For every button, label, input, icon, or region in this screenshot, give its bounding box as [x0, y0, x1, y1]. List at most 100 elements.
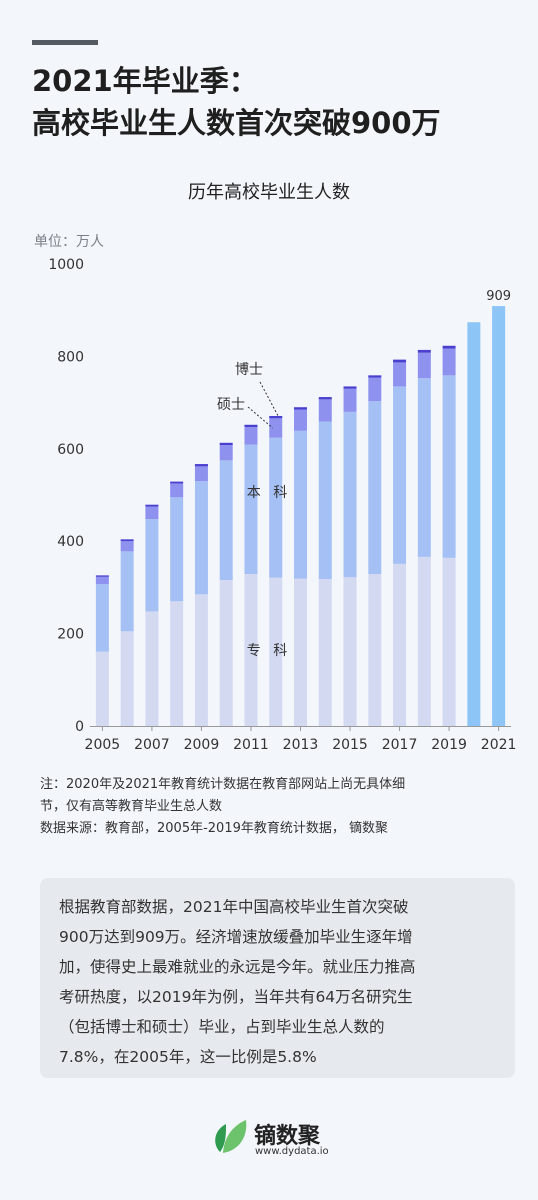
bar-segment [120, 539, 134, 542]
bar-segment [219, 580, 233, 726]
bar-segment [294, 407, 307, 410]
bar-segment [244, 424, 258, 428]
bar-segment [417, 556, 431, 726]
title-line-1: 2021年毕业季： [32, 64, 258, 98]
bar-segment [393, 359, 407, 363]
y-tick-label: 200 [57, 627, 84, 643]
bar-segment [318, 421, 332, 580]
bar-segment [467, 322, 481, 726]
bar-segment [120, 551, 134, 632]
y-tick-label: 600 [57, 442, 84, 458]
summary-line: 900万达到909万。经济增速放缓叠加毕业生逐年增 [59, 928, 413, 946]
unit-label: 单位：万人 [34, 234, 104, 250]
chart-title: 历年高校毕业生人数 [188, 182, 350, 203]
bar-segment [244, 574, 258, 726]
bar-segment [194, 481, 208, 595]
bar-segment [120, 541, 134, 552]
bar-segment [120, 631, 134, 726]
bar-segment [170, 481, 184, 484]
y-tick-label: 800 [57, 349, 84, 365]
leaf-logo-icon [215, 1120, 247, 1153]
series-label-shuoshi: 硕士 [217, 397, 245, 413]
series-label-boshi: 博士 [235, 361, 263, 378]
bar-segment [194, 464, 208, 467]
x-tick-label: 2007 [134, 737, 170, 753]
bar-segment [194, 466, 208, 482]
summary-line: 根据教育部数据，2021年中国高校毕业生首次突破 [59, 898, 409, 916]
bar-segment [343, 388, 357, 412]
bar-segment [417, 349, 431, 353]
bar-segment [442, 348, 456, 376]
bar-segment [269, 415, 283, 419]
brand-url: www.dydata.io [255, 1146, 329, 1157]
bar-segment [170, 497, 184, 602]
summary-line: 加，使得史上最难就业的永远是今年。就业压力推高 [59, 958, 416, 976]
chart-notes: 注：2020年及2021年教育统计数据在教育部网站上尚无具体细 节，仅有高等教育… [40, 774, 405, 840]
bar-segment [95, 575, 109, 577]
x-tick-label: 2013 [283, 737, 319, 753]
bar-segment [145, 504, 159, 507]
bar-segment [368, 574, 382, 726]
x-tick-label: 2005 [85, 737, 121, 753]
value-label: 909 [486, 289, 511, 304]
y-tick-label: 400 [57, 534, 84, 550]
bar-segment [318, 399, 332, 422]
y-tick-label: 0 [75, 719, 84, 735]
bar-segment [343, 386, 357, 389]
x-tick-label: 2017 [382, 737, 418, 753]
bar-segment [219, 460, 233, 581]
bar-segment [219, 445, 233, 461]
bar-segment [269, 437, 283, 578]
bar-segment [368, 377, 382, 402]
bar-segment [492, 306, 506, 726]
note-line: 节，仅有高等教育毕业生总人数 [40, 799, 223, 814]
bar-segment [269, 577, 283, 726]
series-label-benke: 本 科 [247, 485, 291, 501]
page-title: 2021年毕业季： 高校毕业生人数首次突破900万 [32, 60, 441, 144]
brand-name: 镝数聚 [254, 1124, 321, 1149]
x-tick-label: 2011 [233, 737, 269, 753]
bar-segment [145, 506, 159, 520]
top-accent-bar [32, 40, 98, 45]
bar-segment [294, 578, 307, 726]
bar-segment [145, 519, 159, 612]
bar-segment [170, 601, 184, 726]
summary-line: （包括博士和硕士）毕业，占到毕业生总人数的 [59, 1018, 385, 1036]
bar-segment [368, 401, 382, 575]
bar-segment [442, 345, 456, 349]
bar-segment [95, 584, 109, 652]
title-line-2: 高校毕业生人数首次突破900万 [32, 106, 441, 140]
bar-segment [170, 483, 184, 498]
bar-segment [294, 430, 307, 579]
leader-line-shuoshi [247, 406, 274, 429]
bar-segment [145, 611, 159, 726]
bar-segment [95, 651, 109, 726]
bar-segment [318, 397, 332, 400]
bar-segment [194, 594, 208, 726]
bar-segment [294, 409, 307, 431]
bar-segment [393, 362, 407, 387]
x-tick-label: 2019 [431, 737, 467, 753]
x-tick-label: 2021 [481, 737, 517, 753]
bar-segment [269, 418, 283, 438]
series-label-zhuanke: 专 科 [247, 643, 291, 659]
bar-segment [343, 411, 357, 578]
x-tick-label: 2009 [184, 737, 220, 753]
bar-segment [343, 577, 357, 726]
bar-segment [393, 386, 407, 564]
bar-chart: 0 200 400 600 800 1000 909 2005 2007 2009 2011 2013… [48, 257, 517, 753]
bar-segment [244, 444, 258, 575]
bar-segment [417, 378, 431, 557]
bar-segment [368, 375, 382, 378]
bar-segment [442, 557, 456, 726]
summary-box: 根据教育部数据，2021年中国高校毕业生首次突破 900万达到909万。经济增速… [40, 878, 515, 1078]
leader-line-boshi [259, 381, 280, 418]
bar-segment [244, 427, 258, 445]
y-tick-label: 1000 [48, 257, 84, 273]
bar-segment [442, 375, 456, 558]
note-line: 注：2020年及2021年教育统计数据在教育部网站上尚无具体细 [40, 777, 406, 792]
summary-line: 考研热度，以2019年为例，当年共有64万名研究生 [59, 988, 413, 1006]
x-tick-label: 2015 [332, 737, 368, 753]
bar-segment [95, 576, 109, 585]
bar-segment [393, 563, 407, 726]
